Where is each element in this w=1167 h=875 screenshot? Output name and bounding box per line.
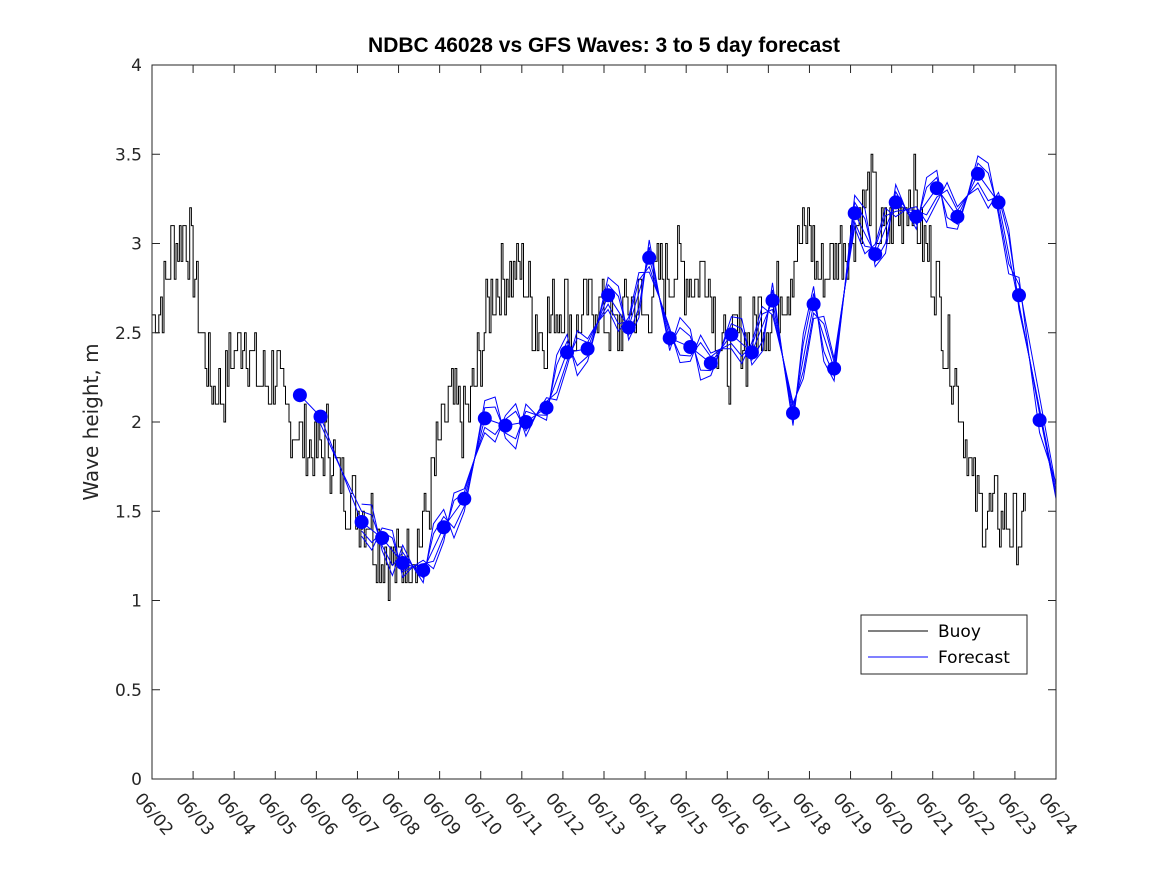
x-tick-label: 06/11 xyxy=(500,789,547,839)
forecast-point xyxy=(868,247,883,262)
buoy-series xyxy=(152,153,1026,601)
y-tick-label: 1 xyxy=(131,592,142,612)
forecast-point xyxy=(827,361,842,376)
forecast-point xyxy=(642,250,657,265)
forecast-point xyxy=(1012,288,1026,303)
forecast-point xyxy=(580,341,595,356)
forecast-point xyxy=(662,331,677,346)
y-tick-label: 2 xyxy=(131,413,142,433)
forecast-point xyxy=(929,181,944,196)
x-tick-label: 06/23 xyxy=(993,789,1040,839)
forecast-point xyxy=(539,400,554,415)
forecast-point xyxy=(724,327,739,342)
forecast-point xyxy=(601,288,616,303)
x-tick-label: 06/21 xyxy=(911,789,958,839)
x-tick-label: 06/04 xyxy=(212,789,259,839)
x-tick-label: 06/17 xyxy=(747,789,794,839)
x-tick-label: 06/18 xyxy=(788,789,835,839)
y-tick-label: 2.5 xyxy=(115,324,142,344)
forecast-line xyxy=(361,181,1057,579)
y-tick-label: 3.5 xyxy=(115,145,142,165)
forecast-point xyxy=(621,320,636,335)
forecast-point xyxy=(744,345,759,360)
forecast-point xyxy=(765,293,780,308)
y-tick-label: 0.5 xyxy=(115,681,142,701)
x-tick-label: 06/03 xyxy=(171,789,218,839)
x-tick-label: 06/13 xyxy=(582,789,629,839)
x-tick-label: 06/16 xyxy=(705,789,752,839)
forecast-point xyxy=(950,209,965,224)
forecast-point xyxy=(375,531,390,545)
y-tick-label: 0 xyxy=(131,770,142,790)
y-axis-ticks: 0 0.5 1 1.5 2 2.5 3 3.5 4 xyxy=(115,56,1056,790)
forecast-point xyxy=(416,563,431,578)
forecast-point xyxy=(703,356,718,371)
x-tick-label: 06/07 xyxy=(336,789,383,839)
x-tick-label: 06/05 xyxy=(253,789,300,839)
x-tick-label: 06/19 xyxy=(829,789,876,839)
x-tick-label: 06/02 xyxy=(130,789,177,839)
chart-title: NDBC 46028 vs GFS Waves: 3 to 5 day fore… xyxy=(368,34,840,57)
forecast-markers xyxy=(292,166,1047,578)
y-tick-label: 1.5 xyxy=(115,502,142,522)
x-tick-label: 06/14 xyxy=(623,789,670,839)
forecast-point xyxy=(292,388,307,403)
forecast-point xyxy=(313,409,328,424)
buoy-line xyxy=(152,153,1026,601)
forecast-point xyxy=(683,340,698,354)
forecast-point xyxy=(909,209,924,224)
forecast-point xyxy=(498,418,513,433)
legend-box xyxy=(860,614,1028,675)
forecast-point xyxy=(888,195,903,210)
forecast-point xyxy=(991,195,1006,210)
legend-forecast-label: Forecast xyxy=(938,648,1010,668)
x-tick-label: 06/06 xyxy=(295,789,342,839)
x-tick-label: 06/09 xyxy=(418,789,465,839)
forecast-point xyxy=(457,491,472,506)
x-tick-label: 06/12 xyxy=(541,789,588,839)
x-tick-label: 06/15 xyxy=(664,789,711,839)
x-tick-label: 06/20 xyxy=(870,789,917,839)
x-tick-label: 06/22 xyxy=(952,789,999,839)
forecast-point xyxy=(806,297,821,312)
y-tick-label: 3 xyxy=(131,235,142,255)
forecast-point xyxy=(847,206,862,221)
forecast-point xyxy=(518,415,533,429)
forecast-point xyxy=(970,166,985,181)
forecast-point xyxy=(1032,413,1047,428)
x-tick-label: 06/10 xyxy=(459,789,506,839)
forecast-line xyxy=(361,155,1057,585)
y-tick-label: 4 xyxy=(131,56,142,76)
forecast-point xyxy=(560,345,574,360)
forecast-point xyxy=(477,411,492,426)
y-axis-label: Wave height, m xyxy=(79,343,103,500)
forecast-point xyxy=(354,515,369,529)
x-tick-label: 06/08 xyxy=(377,789,424,839)
forecast-point xyxy=(786,406,800,421)
legend: Buoy Forecast xyxy=(860,614,1028,675)
forecast-point xyxy=(436,520,451,535)
x-tick-label: 06/24 xyxy=(1034,789,1081,839)
legend-buoy-label: Buoy xyxy=(938,622,981,642)
forecast-point xyxy=(395,556,410,570)
